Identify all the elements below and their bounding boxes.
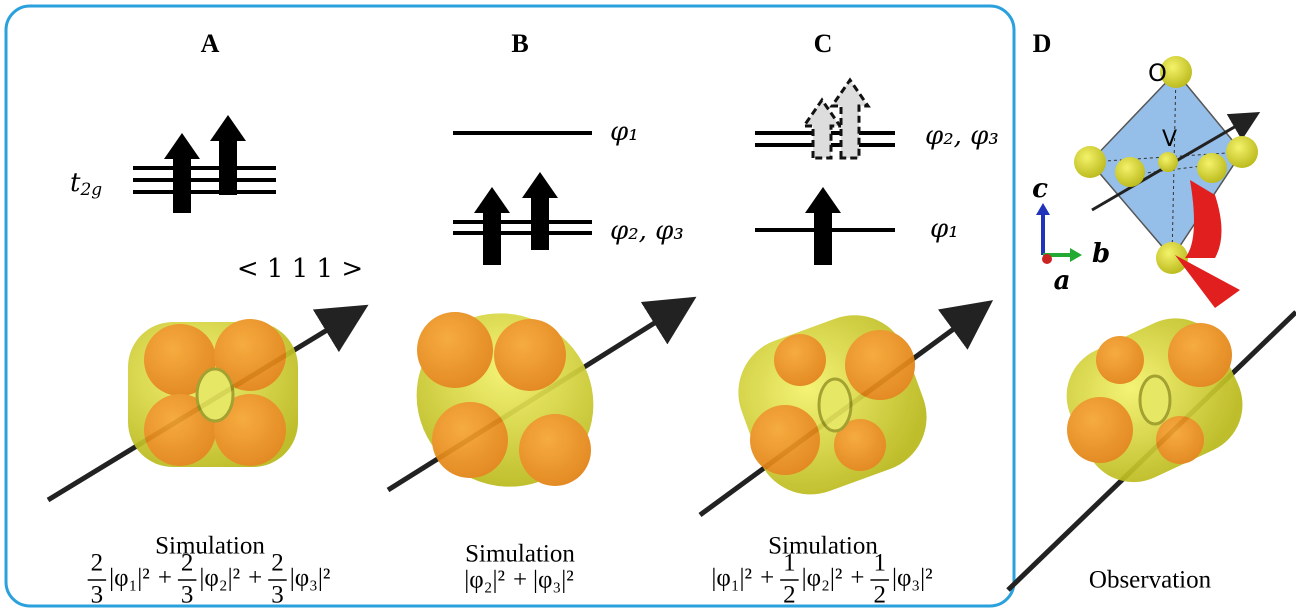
spin-arrow <box>522 172 558 250</box>
denominator: 2 <box>783 582 796 609</box>
energy-levels <box>453 133 592 233</box>
denominator: 3 <box>271 582 284 609</box>
spin-arrow <box>805 187 841 265</box>
level-label: φ₁ <box>610 117 639 147</box>
orbital <box>723 300 942 510</box>
energy-levels <box>133 168 276 192</box>
crystal-axes <box>1036 203 1082 264</box>
caption: Simulation <box>465 541 575 568</box>
atom-label: V <box>1162 127 1177 152</box>
term: |φ₃|² <box>533 567 574 594</box>
axis-letter: a <box>1054 266 1071 296</box>
panel-label: A <box>201 29 220 58</box>
axis-letter: c <box>1032 174 1048 204</box>
term: |φ₃|² <box>892 565 933 592</box>
term: |φ₂|² <box>199 565 240 592</box>
level-label: φ₂, φ₃ <box>610 216 684 246</box>
level-label: φ₂, φ₃ <box>925 121 999 151</box>
figure: A t2g < 1 1 1 > Simulation 23|φ₁|²+23|φ₂… <box>0 0 1296 612</box>
numerator: 2 <box>181 550 194 577</box>
operator: + <box>513 567 527 594</box>
atom-label: O <box>1148 59 1167 87</box>
operator: + <box>850 565 864 592</box>
level-label: φ₁ <box>930 214 959 244</box>
numerator: 1 <box>873 550 886 577</box>
operator: + <box>248 565 262 592</box>
numerator: 1 <box>783 550 796 577</box>
caption: Observation <box>1089 567 1212 594</box>
spin-arrow <box>804 100 840 158</box>
term: |φ₁|² <box>109 565 150 592</box>
denominator: 3 <box>91 582 104 609</box>
orbital <box>128 319 298 467</box>
numerator: 2 <box>271 550 284 577</box>
operator: + <box>760 565 774 592</box>
axis-label: < 1 1 1 > <box>237 254 363 284</box>
term: |φ₂|² <box>464 567 505 594</box>
orbital <box>383 279 628 521</box>
operator: + <box>158 565 172 592</box>
spin-arrow <box>164 133 200 213</box>
level-label: t2g <box>70 168 102 200</box>
panel-label: C <box>814 29 833 58</box>
numerator: 2 <box>91 550 104 577</box>
panel-label: D <box>1033 29 1052 58</box>
term: |φ₁|² <box>711 565 752 592</box>
axis-letter: b <box>1092 239 1110 269</box>
caption: Simulation <box>155 533 265 560</box>
panel-label: B <box>511 29 528 58</box>
denominator: 2 <box>873 582 886 609</box>
spin-arrow <box>210 115 246 195</box>
term: |φ₂|² <box>802 565 843 592</box>
formula: |φ₂|² +|φ₃|² <box>464 567 573 594</box>
term: |φ₃|² <box>290 565 331 592</box>
denominator: 3 <box>181 582 194 609</box>
orbital <box>1050 302 1259 499</box>
spin-arrow <box>474 187 510 265</box>
